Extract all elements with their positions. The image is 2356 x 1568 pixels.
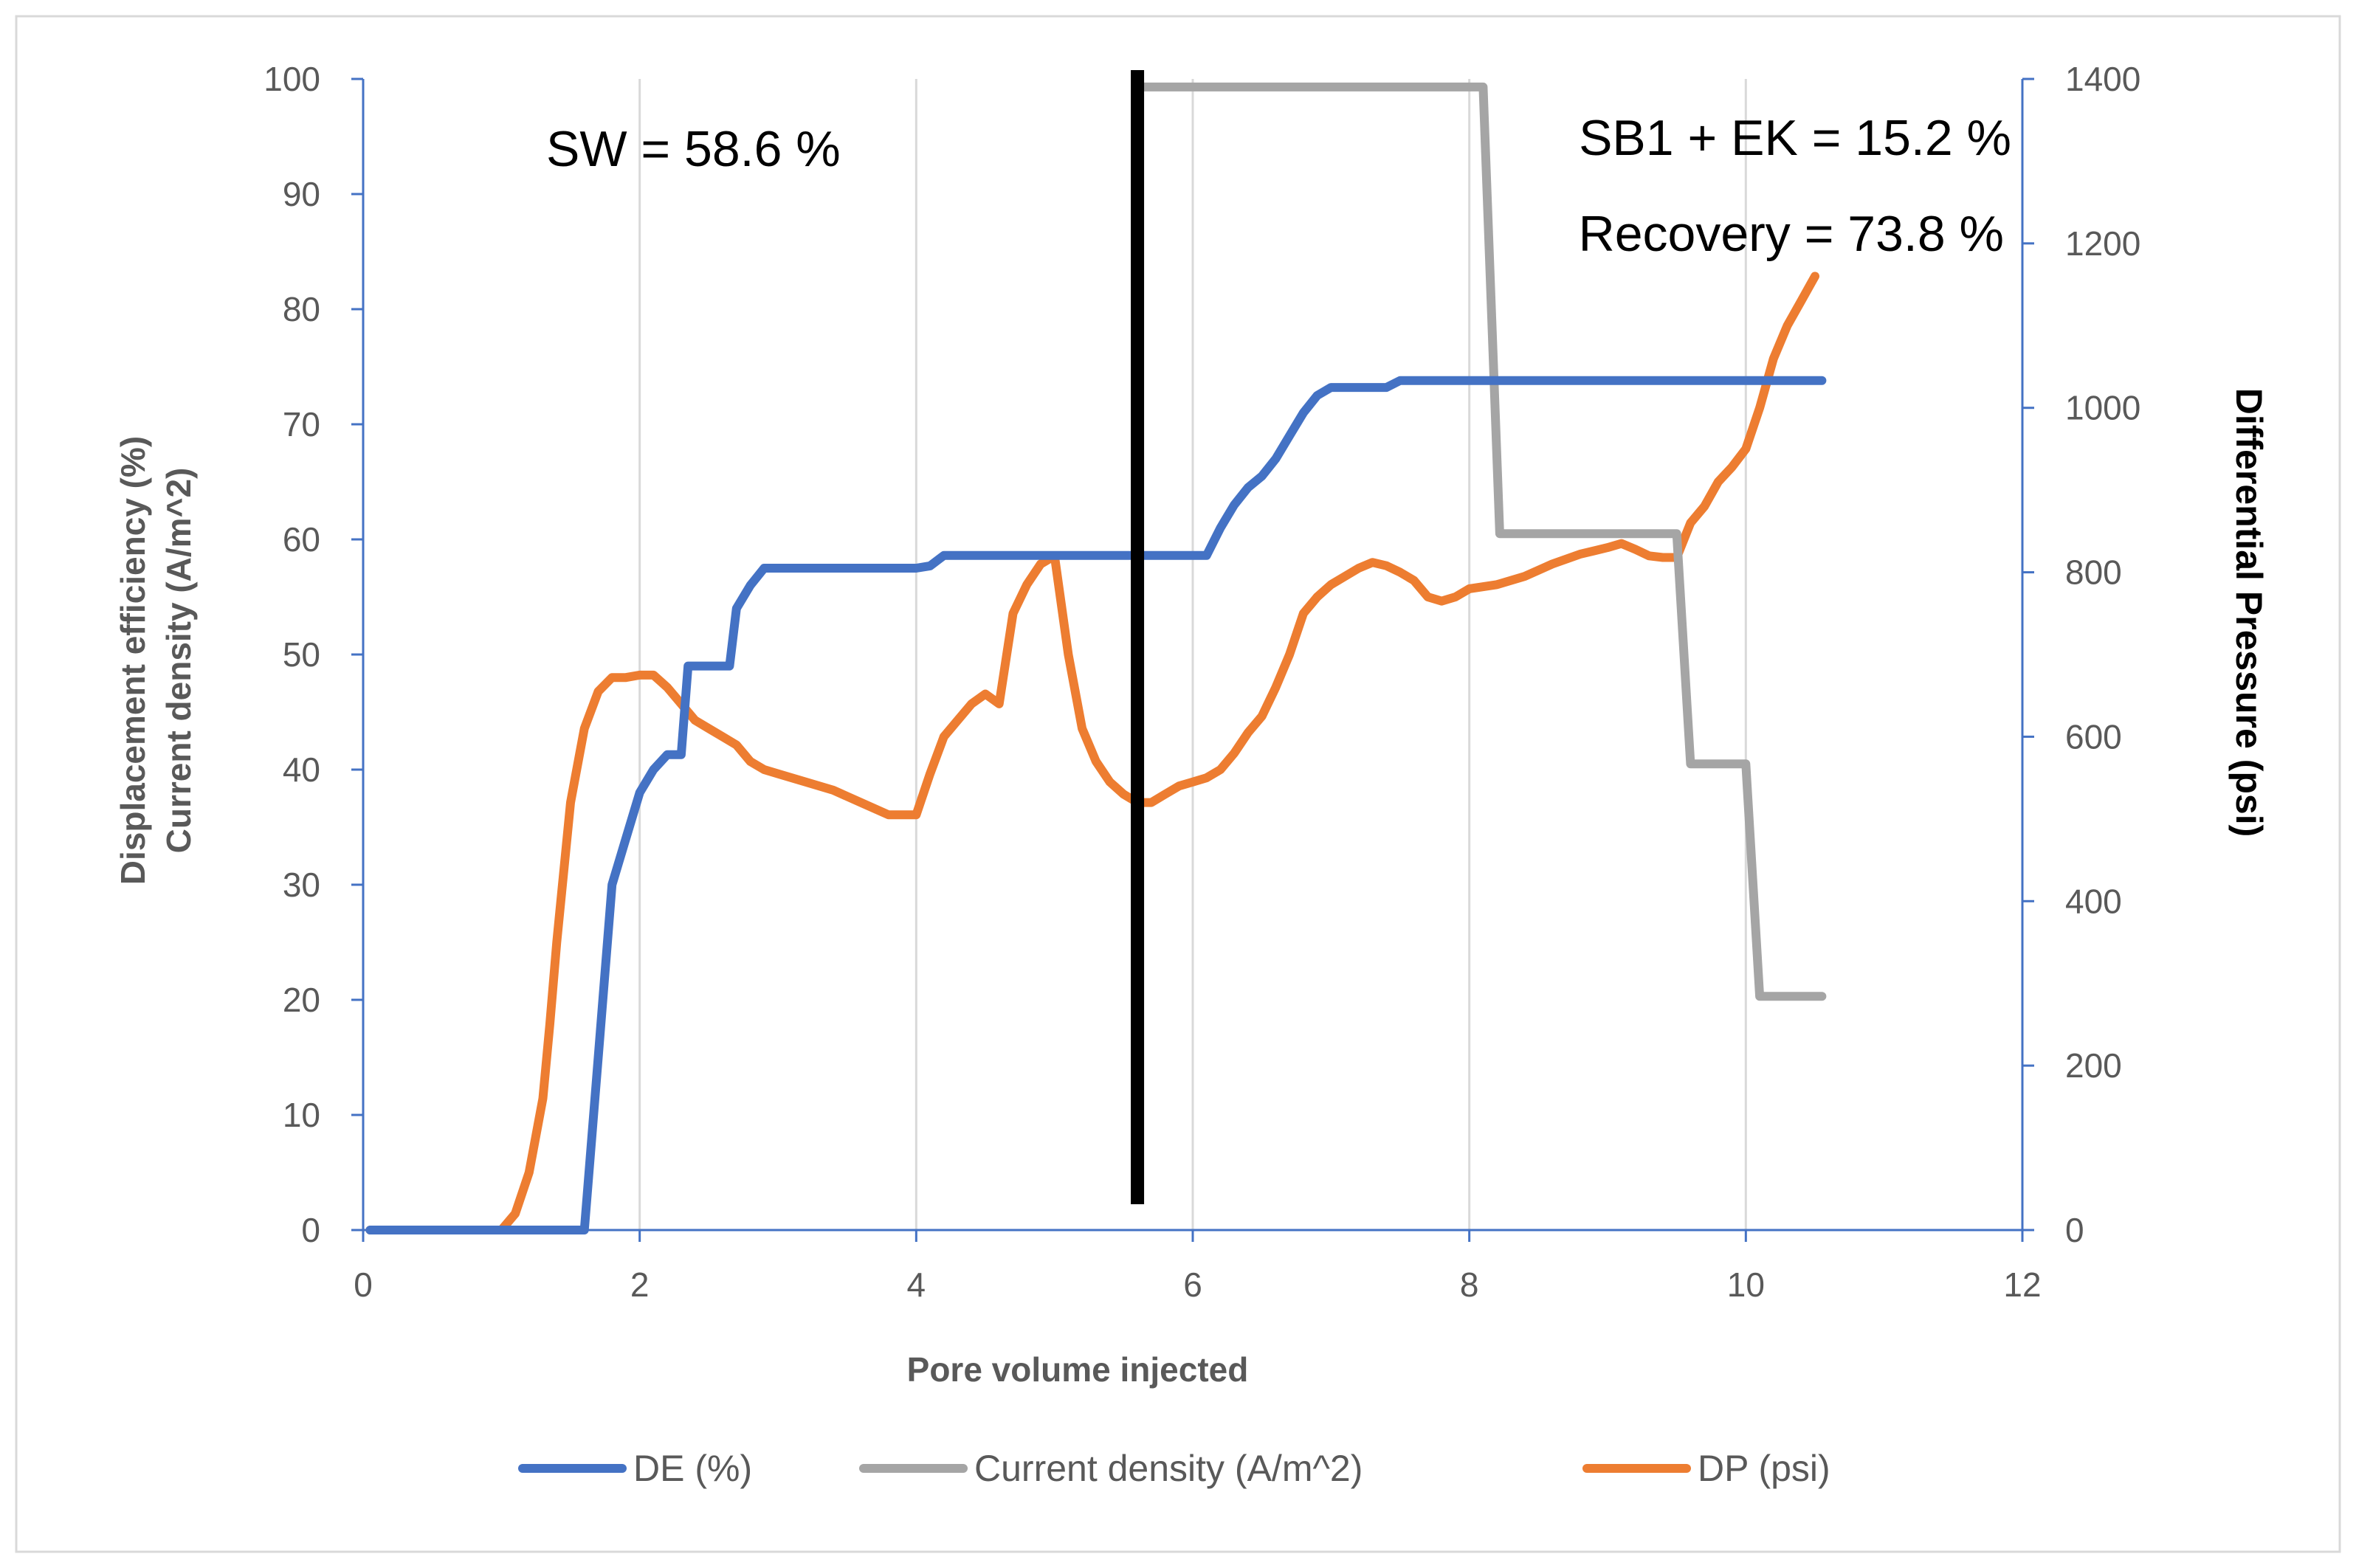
y-left-tick-label: 0 xyxy=(301,1211,320,1249)
x-tick-label: 8 xyxy=(1460,1265,1479,1304)
x-tick-label: 6 xyxy=(1183,1265,1202,1304)
y-right-tick-label: 600 xyxy=(2065,717,2122,756)
legend-label: DE (%) xyxy=(633,1448,752,1489)
series-line-de xyxy=(365,376,1827,1234)
series-line-dp-psi xyxy=(365,272,1819,1234)
axes xyxy=(351,77,2034,1242)
y-axis-title-left-line2: Current density (A/m^2) xyxy=(159,468,198,854)
annotation-sb1-ek: SB1 + EK = 15.2 % xyxy=(1579,110,2011,166)
y-right-tick-label: 1400 xyxy=(2065,60,2140,98)
x-axis-title: Pore volume injected xyxy=(907,1350,1249,1389)
annotation-recovery: Recovery = 73.8 % xyxy=(1579,206,2004,262)
y-left-tick-label: 40 xyxy=(283,750,320,789)
x-tick-label: 2 xyxy=(630,1265,650,1304)
y-right-tick-label: 400 xyxy=(2065,882,2122,920)
series-line-current-density-a-m-2 xyxy=(1140,82,1827,1001)
series-layer xyxy=(365,70,1827,1234)
y-left-tick-label: 50 xyxy=(283,635,320,674)
legend-label: Current density (A/m^2) xyxy=(974,1448,1363,1489)
y-axis-title-right: Differential Pressure (psi) xyxy=(2228,388,2270,837)
y-right-tick-label: 1000 xyxy=(2065,389,2140,427)
y-axis-title-left-line1: Displacement efficiency (%) xyxy=(114,436,152,885)
y-left-tick-label: 100 xyxy=(264,60,320,98)
y-right-tick-label: 800 xyxy=(2065,553,2122,592)
y-left-tick-label: 80 xyxy=(283,290,320,328)
tick-labels: 0 2 4 6 8 10 120102030405060708090100020040060… xyxy=(264,60,2140,1304)
x-tick-label: 0 xyxy=(354,1265,373,1304)
y-left-tick-label: 20 xyxy=(283,981,320,1019)
legend-label: DP (psi) xyxy=(1698,1448,1830,1489)
y-left-tick-label: 70 xyxy=(283,405,320,443)
y-left-tick-label: 60 xyxy=(283,520,320,559)
y-left-tick-label: 10 xyxy=(283,1096,320,1134)
legend: DE (%) Current density (A/m^2) DP (psi) xyxy=(518,1448,1830,1489)
x-tick-label: 12 xyxy=(2003,1265,2041,1304)
x-tick-label: 10 xyxy=(1727,1265,1765,1304)
x-tick-label: 4 xyxy=(907,1265,926,1304)
y-right-tick-label: 200 xyxy=(2065,1046,2122,1085)
y-left-tick-label: 30 xyxy=(283,866,320,904)
y-right-tick-label: 0 xyxy=(2065,1211,2084,1249)
annotation-sw: SW = 58.6 % xyxy=(546,121,841,177)
y-left-tick-label: 90 xyxy=(283,175,320,213)
y-right-tick-label: 1200 xyxy=(2065,224,2140,263)
